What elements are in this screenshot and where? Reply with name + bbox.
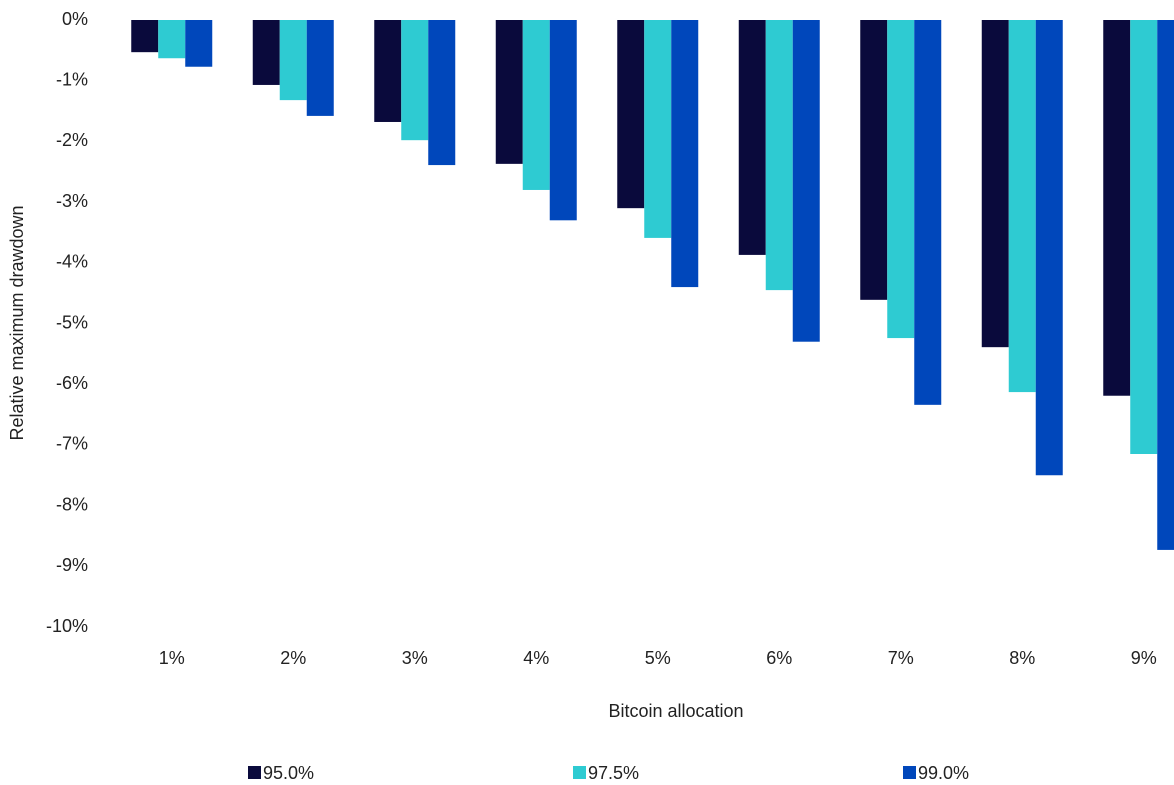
bar <box>981 20 1009 348</box>
legend-swatch <box>903 766 916 779</box>
y-tick-label: 0% <box>62 9 88 29</box>
bar <box>644 20 672 238</box>
bar <box>185 20 213 67</box>
y-tick-label: -7% <box>56 434 88 454</box>
x-tick-label: 2% <box>280 648 306 668</box>
bar <box>1103 20 1131 396</box>
x-axis-label: Bitcoin allocation <box>608 701 743 721</box>
x-tick-label: 7% <box>888 648 914 668</box>
x-tick-label: 6% <box>766 648 792 668</box>
bar <box>252 20 280 85</box>
bar <box>792 20 820 342</box>
bar <box>738 20 766 255</box>
y-tick-label: -1% <box>56 69 88 89</box>
bar <box>131 20 159 53</box>
y-tick-label: -5% <box>56 312 88 332</box>
bar <box>765 20 793 291</box>
bar <box>1008 20 1036 393</box>
legend-swatch <box>573 766 586 779</box>
x-tick-label: 4% <box>523 648 549 668</box>
bar <box>617 20 645 209</box>
legend-label: 99.0% <box>918 763 969 783</box>
y-tick-label: -9% <box>56 555 88 575</box>
y-tick-label: -2% <box>56 130 88 150</box>
x-tick-label: 1% <box>159 648 185 668</box>
y-axis-label: Relative maximum drawdown <box>7 205 27 440</box>
bar <box>887 20 915 339</box>
bar <box>1130 20 1158 455</box>
bar <box>914 20 942 405</box>
bar <box>860 20 888 300</box>
legend-label: 97.5% <box>588 763 639 783</box>
x-tick-label: 9% <box>1131 648 1157 668</box>
x-tick-label: 8% <box>1009 648 1035 668</box>
bar <box>1157 20 1174 550</box>
x-tick-label: 5% <box>645 648 671 668</box>
bar <box>671 20 699 288</box>
legend-swatch <box>248 766 261 779</box>
bar <box>1035 20 1063 476</box>
bar <box>374 20 402 122</box>
y-tick-label: -4% <box>56 252 88 272</box>
y-tick-label: -10% <box>46 616 88 636</box>
bar <box>549 20 577 221</box>
bar <box>279 20 307 101</box>
x-tick-label: 3% <box>402 648 428 668</box>
bar <box>428 20 456 166</box>
bar <box>158 20 186 59</box>
y-tick-label: -6% <box>56 373 88 393</box>
bar <box>522 20 550 190</box>
y-tick-label: -3% <box>56 191 88 211</box>
bar <box>495 20 523 164</box>
legend-label: 95.0% <box>263 763 314 783</box>
bar <box>306 20 334 116</box>
y-tick-label: -8% <box>56 494 88 514</box>
bar <box>401 20 429 141</box>
